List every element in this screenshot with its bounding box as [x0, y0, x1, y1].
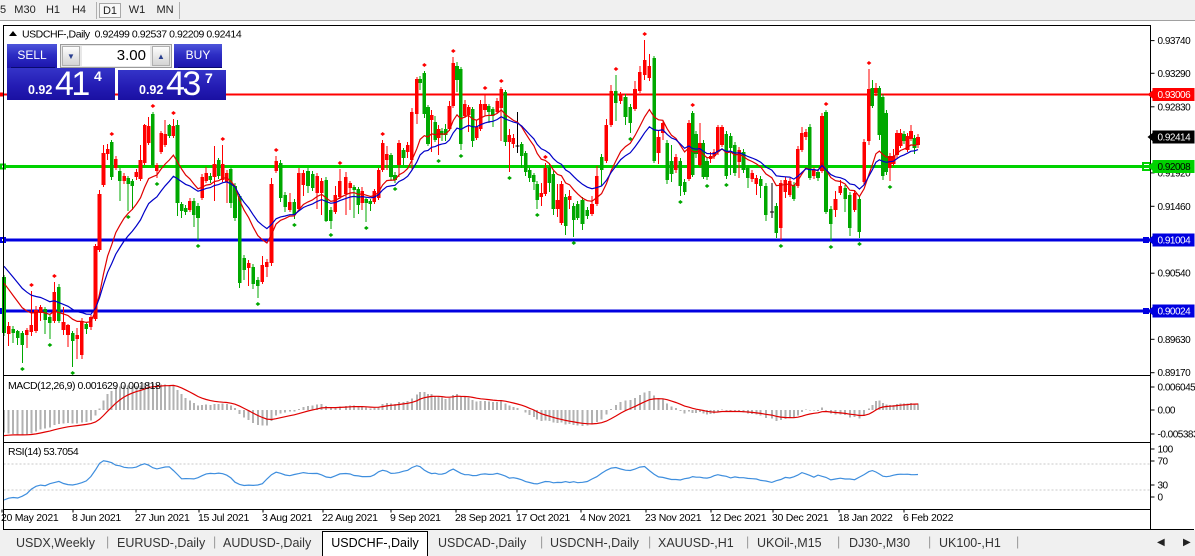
- svg-text:0.90540: 0.90540: [1158, 269, 1192, 280]
- svg-text:0.93290: 0.93290: [1158, 69, 1192, 80]
- svg-text:23 Nov 2021: 23 Nov 2021: [645, 512, 702, 524]
- svg-text:MACD(12,26,9) 0.001629 0.00181: MACD(12,26,9) 0.001629 0.001818: [8, 380, 161, 392]
- svg-text:0.89630: 0.89630: [1158, 335, 1192, 346]
- svg-text:20 May 2021: 20 May 2021: [1, 512, 59, 524]
- svg-text:RSI(14) 53.7054: RSI(14) 53.7054: [8, 446, 79, 458]
- svg-text:0.90024: 0.90024: [1158, 307, 1192, 318]
- svg-text:0.89170: 0.89170: [1158, 368, 1192, 379]
- svg-text:0: 0: [1158, 493, 1164, 504]
- svg-text:12 Dec 2021: 12 Dec 2021: [710, 512, 767, 524]
- svg-text:-0.005383: -0.005383: [1158, 430, 1195, 441]
- svg-text:0.92414: 0.92414: [1158, 133, 1192, 144]
- svg-text:17 Oct 2021: 17 Oct 2021: [516, 512, 570, 524]
- svg-text:0.93006: 0.93006: [1158, 90, 1192, 101]
- svg-text:30: 30: [1158, 481, 1169, 492]
- svg-text:70: 70: [1158, 457, 1169, 468]
- svg-text:0.91920: 0.91920: [1158, 168, 1192, 179]
- svg-text:6 Feb 2022: 6 Feb 2022: [903, 512, 954, 524]
- svg-text:9 Sep 2021: 9 Sep 2021: [390, 512, 441, 524]
- svg-text:22 Aug 2021: 22 Aug 2021: [322, 512, 378, 524]
- svg-text:8 Jun 2021: 8 Jun 2021: [72, 512, 121, 524]
- svg-text:30 Dec 2021: 30 Dec 2021: [772, 512, 829, 524]
- svg-text:100: 100: [1158, 445, 1174, 456]
- svg-text:0.006045: 0.006045: [1158, 383, 1195, 394]
- svg-text:USDCHF-,Daily 0.92499 0.92537: USDCHF-,Daily 0.92499 0.92537 0.92209 0.…: [22, 29, 242, 41]
- svg-text:28 Sep 2021: 28 Sep 2021: [455, 512, 512, 524]
- svg-text:3 Aug 2021: 3 Aug 2021: [262, 512, 313, 524]
- svg-text:0.92830: 0.92830: [1158, 102, 1192, 113]
- svg-text:15 Jul 2021: 15 Jul 2021: [198, 512, 249, 524]
- svg-text:0.00: 0.00: [1158, 406, 1176, 417]
- svg-text:0.91460: 0.91460: [1158, 202, 1192, 213]
- svg-text:27 Jun 2021: 27 Jun 2021: [135, 512, 190, 524]
- svg-text:0.93740: 0.93740: [1158, 36, 1192, 47]
- svg-text:4 Nov 2021: 4 Nov 2021: [580, 512, 631, 524]
- svg-text:18 Jan 2022: 18 Jan 2022: [838, 512, 893, 524]
- svg-text:0.92008: 0.92008: [1158, 162, 1192, 173]
- svg-text:0.91004: 0.91004: [1158, 236, 1192, 247]
